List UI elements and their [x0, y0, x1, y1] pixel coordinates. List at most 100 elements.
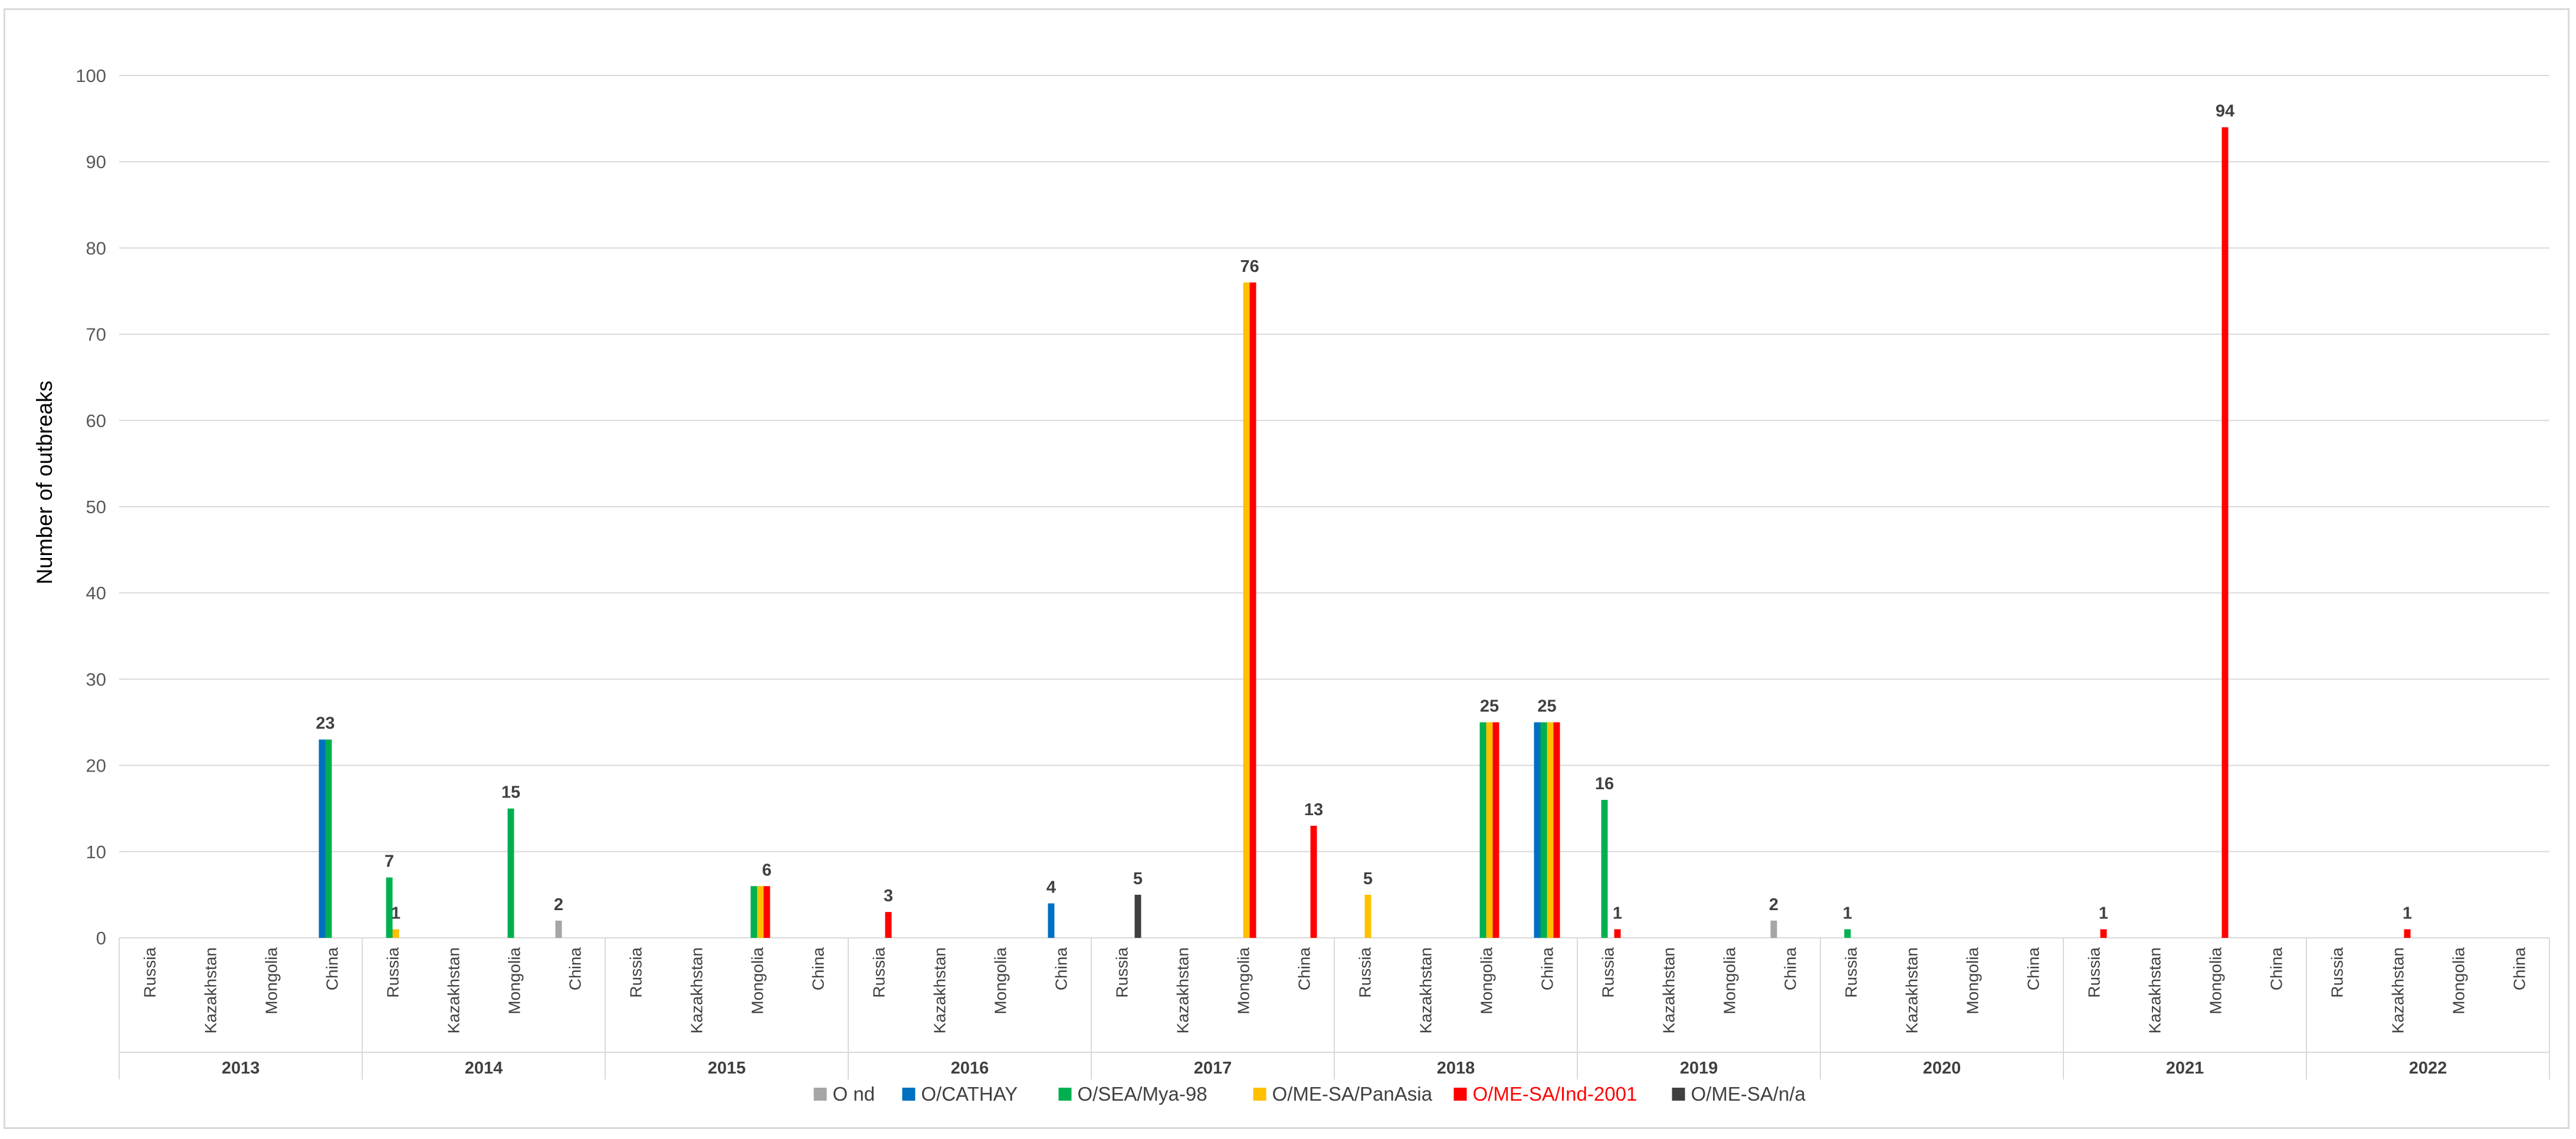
y-tick-label-30: 30	[86, 669, 106, 690]
axes: 0 10 20 30 40 50 60 70 80 90 100 2013 Russia Kazakhst…	[76, 65, 2550, 1079]
country-label-mongolia: Mongolia	[262, 947, 281, 1015]
legend-item-o-sea-mya-98: O/SEA/Mya-98	[1058, 1083, 1207, 1105]
bar-2022-kazakhstan-o-me-sa-ind-2001	[2404, 929, 2411, 938]
bar-2019-china-o-nd	[1770, 920, 1777, 938]
legend-label-o-nd: O nd	[833, 1083, 875, 1105]
year-label-2014: 2014	[465, 1059, 503, 1078]
bar-2016-russia-o-me-sa-ind-2001	[885, 912, 892, 938]
country-label-mongolia: Mongolia	[2450, 947, 2468, 1015]
y-tick-label-10: 10	[86, 842, 106, 862]
data-label-2016-russia: 3	[884, 887, 893, 905]
legend-item-o-cathay: O/CATHAY	[902, 1083, 1018, 1105]
bar-2018-mongolia-o-sea-mya-98	[1479, 722, 1486, 938]
y-tick-label-50: 50	[86, 497, 106, 517]
legend-label-o-me-sa-n-a: O/ME-SA/n/a	[1691, 1083, 1806, 1105]
legend: O nd O/CATHAY O/SEA/Mya-98 O/ME-SA/PanAsia O…	[813, 1083, 1806, 1105]
bar-2016-china-o-cathay	[1048, 903, 1055, 938]
country-label-kazakhstan: Kazakhstan	[931, 947, 949, 1033]
year-label-2016: 2016	[951, 1059, 989, 1078]
legend-label-o-cathay: O/CATHAY	[921, 1083, 1018, 1105]
data-label-2014-russia: 7	[385, 852, 394, 871]
country-label-china: China	[1538, 947, 1557, 991]
bar-2020-russia-o-sea-mya-98	[1844, 929, 1851, 938]
data-label-2021-mongolia: 94	[2216, 102, 2234, 121]
country-label-china: China	[2024, 947, 2043, 991]
bar-2013-china-o-sea-mya-98	[325, 739, 332, 938]
year-label-2020: 2020	[1923, 1059, 1961, 1078]
bar-2018-china-o-cathay	[1534, 722, 1541, 938]
legend-item-o-nd: O nd	[813, 1083, 875, 1105]
bar-2019-russia-o-sea-mya-98	[1601, 800, 1608, 938]
bar-2017-mongolia-o-me-sa-ind-2001	[1249, 282, 1256, 938]
country-label-china: China	[2511, 947, 2529, 991]
country-label-kazakhstan: Kazakhstan	[1417, 947, 1435, 1033]
country-label-mongolia: Mongolia	[1964, 947, 1982, 1015]
legend-label-o-me-sa-ind-2001: O/ME-SA/Ind-2001	[1473, 1083, 1638, 1105]
bar-2019-russia-o-me-sa-ind-2001	[1614, 929, 1621, 938]
country-label-kazakhstan: Kazakhstan	[202, 947, 220, 1033]
legend-item-o-me-sa-panasia: O/ME-SA/PanAsia	[1253, 1083, 1433, 1105]
country-label-china: China	[566, 947, 585, 991]
bar-2015-mongolia-o-me-sa-panasia	[757, 886, 764, 938]
bar-2015-mongolia-o-sea-mya-98	[750, 886, 757, 938]
data-label-2015-mongolia: 6	[762, 861, 772, 879]
country-label-russia: Russia	[627, 947, 645, 998]
y-axis-title: Number of outbreaks	[32, 380, 57, 585]
data-label-2014-russia: 1	[391, 904, 401, 923]
data-label-2018-russia: 5	[1363, 869, 1373, 888]
legend-item-o-me-sa-ind-2001: O/ME-SA/Ind-2001	[1453, 1083, 1638, 1105]
legend-swatch-o-cathay	[902, 1088, 915, 1101]
country-label-mongolia: Mongolia	[1235, 947, 1253, 1015]
y-tick-label-60: 60	[86, 411, 106, 431]
country-label-russia: Russia	[2085, 947, 2104, 998]
y-tick-label-0: 0	[96, 928, 106, 948]
bar-2014-russia-o-me-sa-panasia	[392, 929, 399, 938]
year-label-2017: 2017	[1194, 1059, 1232, 1078]
country-label-russia: Russia	[1599, 947, 1617, 998]
country-label-mongolia: Mongolia	[1478, 947, 1496, 1015]
bar-2014-china-o-nd	[555, 920, 562, 938]
data-label-2016-china: 4	[1046, 878, 1056, 897]
data-labels: 23 7 1 15 2 6 3 4 5 76 13 5 25 25 16 1 2 1 1 94 1	[316, 102, 2412, 923]
country-label-russia: Russia	[1113, 947, 1131, 998]
data-label-2013-china: 23	[316, 714, 334, 733]
data-label-2019-russia: 1	[1613, 904, 1622, 923]
country-label-mongolia: Mongolia	[1721, 947, 1739, 1015]
bar-2017-mongolia-o-me-sa-panasia	[1243, 282, 1250, 938]
country-label-russia: Russia	[870, 947, 888, 998]
y-tick-label-80: 80	[86, 238, 106, 258]
country-label-kazakhstan: Kazakhstan	[1660, 947, 1678, 1033]
year-label-2022: 2022	[2409, 1059, 2447, 1078]
legend-swatch-o-me-sa-ind-2001	[1453, 1088, 1467, 1101]
country-label-kazakhstan: Kazakhstan	[1174, 947, 1192, 1033]
country-label-mongolia: Mongolia	[749, 947, 767, 1015]
legend-swatch-o-nd	[813, 1088, 827, 1101]
year-label-2021: 2021	[2166, 1059, 2204, 1078]
y-tick-label-90: 90	[86, 152, 106, 172]
data-label-2019-russia: 16	[1595, 774, 1614, 793]
bar-2017-china-o-me-sa-ind-2001	[1310, 825, 1317, 938]
data-label-2017-china: 13	[1304, 800, 1323, 819]
country-label-china: China	[1052, 947, 1071, 991]
bar-2018-mongolia-o-me-sa-panasia	[1486, 722, 1493, 938]
legend-swatch-o-sea-mya-98	[1058, 1088, 1072, 1101]
country-label-mongolia: Mongolia	[506, 947, 524, 1015]
country-label-china: China	[1781, 947, 1800, 991]
bar-2021-russia-o-me-sa-ind-2001	[2100, 929, 2107, 938]
data-label-2017-russia: 5	[1133, 869, 1143, 888]
country-label-china: China	[809, 947, 828, 991]
bar-2015-mongolia-o-me-sa-ind-2001	[763, 886, 770, 938]
bar-2013-china-o-cathay	[319, 739, 326, 938]
country-label-kazakhstan: Kazakhstan	[688, 947, 706, 1033]
year-label-2015: 2015	[708, 1059, 746, 1078]
data-label-2018-mongolia: 25	[1480, 697, 1499, 716]
bar-2018-russia-o-me-sa-panasia	[1364, 894, 1371, 938]
data-label-2019-china: 2	[1769, 895, 1778, 914]
y-tick-label-40: 40	[86, 583, 106, 603]
legend-item-o-me-sa-n-a: O/ME-SA/n/a	[1672, 1083, 1806, 1105]
y-tick-label-100: 100	[76, 65, 106, 86]
bar-2018-mongolia-o-me-sa-ind-2001	[1492, 722, 1499, 938]
bar-2018-china-o-sea-mya-98	[1540, 722, 1547, 938]
data-label-2017-mongolia: 76	[1240, 257, 1259, 276]
